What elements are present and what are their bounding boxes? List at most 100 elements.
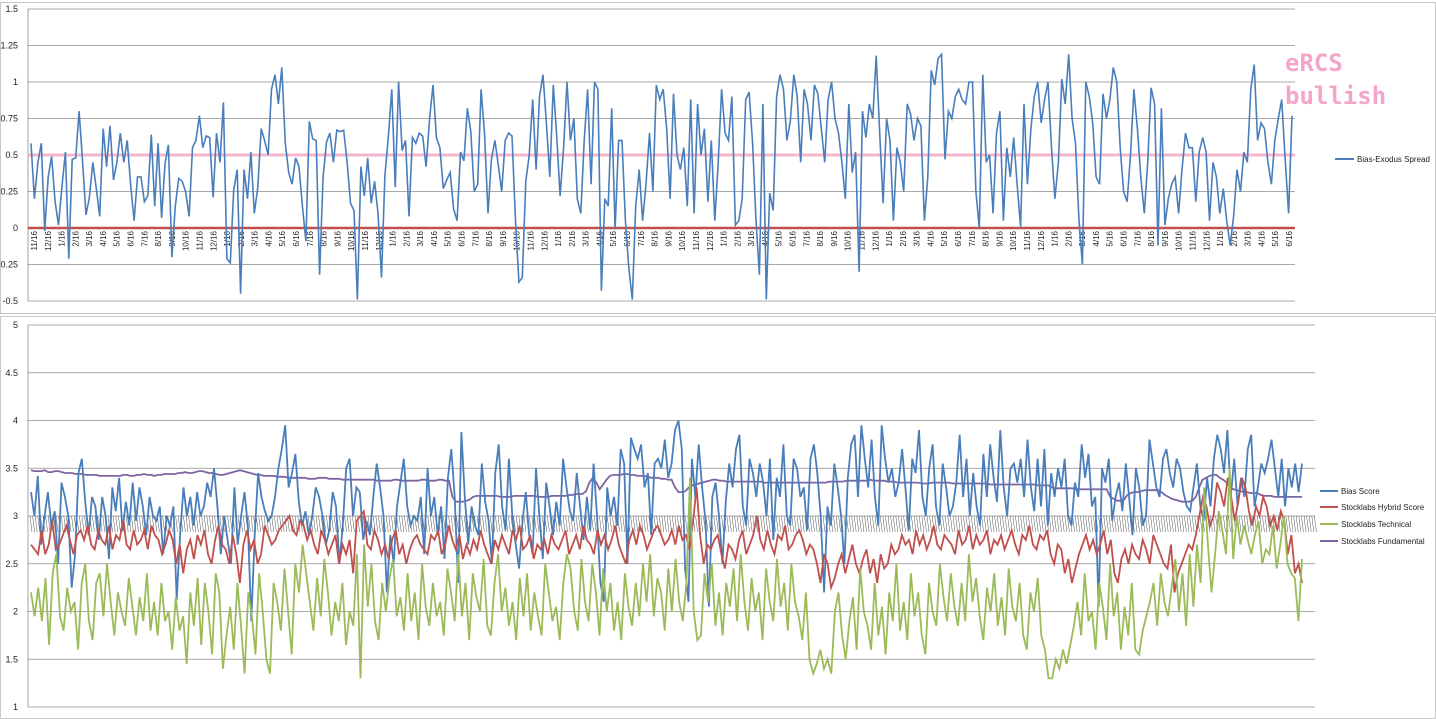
x-tick-mark <box>778 515 782 533</box>
x-tick-label: 10/16 <box>844 230 853 251</box>
x-tick-label: 12/16 <box>44 230 53 251</box>
x-tick-label: 6/16 <box>789 230 798 246</box>
x-tick-mark <box>1168 515 1172 533</box>
x-tick-mark <box>892 515 896 533</box>
x-tick-mark <box>1134 515 1138 533</box>
x-tick-mark <box>47 515 51 533</box>
x-tick-mark <box>55 515 59 533</box>
scores-chart: 1 1.5 2 2.5 3 3.5 4 4.5 5 Bias Score Stocklabs Hyb… <box>5 320 1424 712</box>
x-tick-mark <box>619 515 623 533</box>
x-tick-mark <box>765 515 769 533</box>
x-tick-label: 5/16 <box>1271 230 1280 246</box>
x-tick-mark <box>749 515 753 533</box>
x-tick-mark <box>219 515 223 533</box>
x-tick-label: 5/16 <box>775 230 784 246</box>
x-tick-mark <box>994 515 997 533</box>
x-tick-mark <box>482 515 485 533</box>
x-tick-mark <box>211 515 215 533</box>
x-tick-mark <box>463 515 467 533</box>
x-tick-mark <box>835 515 839 533</box>
x-tick-label: 7/16 <box>637 230 646 246</box>
x-tick-mark <box>151 515 155 533</box>
x-tick-mark <box>609 515 613 533</box>
x-tick-mark <box>916 515 919 533</box>
x-tick-mark <box>1150 515 1153 533</box>
x-tick-mark <box>570 515 574 533</box>
x-tick-mark <box>102 515 106 533</box>
x-tick-label: 2/16 <box>71 230 80 246</box>
x-tick-mark <box>68 515 72 533</box>
x-tick-mark <box>887 515 891 533</box>
x-tick-mark <box>1147 515 1151 533</box>
x-tick-mark <box>1108 515 1112 533</box>
x-tick-mark <box>1090 515 1094 533</box>
x-tick-mark <box>827 515 831 533</box>
x-tick-mark <box>898 515 901 533</box>
x-tick-mark <box>315 515 319 533</box>
x-tick-mark <box>528 515 532 533</box>
x-tick-mark <box>432 515 436 533</box>
x-tick-label: 12/16 <box>871 230 880 251</box>
x-tick-label: 6/16 <box>292 230 301 246</box>
x-tick-label: 1/16 <box>223 230 232 246</box>
x-tick-mark <box>1189 515 1192 533</box>
x-tick-label: 3/16 <box>251 230 260 246</box>
x-tick-mark <box>1303 515 1307 533</box>
x-tick-mark <box>1181 515 1185 533</box>
x-tick-mark <box>635 515 639 533</box>
x-tick-mark <box>1290 515 1294 533</box>
x-tick-label: 8/16 <box>651 230 660 246</box>
x-tick-label: 6/16 <box>1120 230 1129 246</box>
x-tick-mark <box>1085 515 1088 533</box>
x-tick-mark <box>924 515 927 533</box>
x-tick-mark <box>1106 515 1109 533</box>
x-tick-mark <box>991 515 995 533</box>
x-tick-label: 11/16 <box>30 230 39 250</box>
x-tick-mark <box>1007 515 1010 533</box>
x-tick-mark <box>1293 515 1296 533</box>
x-tick-mark <box>716 515 719 533</box>
x-tick-mark <box>125 515 129 533</box>
x-tick-label: 6/16 <box>127 230 136 246</box>
x-tick-mark <box>1087 515 1091 533</box>
x-tick-mark <box>323 515 327 533</box>
x-tick-mark <box>955 515 958 533</box>
x-tick-label: 10/16 <box>678 230 687 251</box>
x-tick-label: 1/16 <box>1051 230 1060 246</box>
x-tick-mark <box>274 515 277 533</box>
x-tick-mark <box>1004 515 1008 533</box>
x-tick-mark <box>427 515 431 533</box>
x-tick-label: 2/16 <box>1064 230 1073 246</box>
x-tick-mark <box>138 515 142 533</box>
x-tick-mark <box>203 515 207 533</box>
x-tick-mark <box>346 515 350 533</box>
x-tick-mark <box>1033 515 1036 533</box>
x-tick-mark <box>747 515 750 533</box>
x-tick-mark <box>791 515 795 533</box>
x-tick-mark <box>1082 515 1086 533</box>
top-chart-panel: -0.5 -0.25 0 0.25 0.5 0.75 1 1.25 1.5 11/16 12/16 1… <box>0 2 1436 314</box>
x-tick-mark <box>294 515 298 533</box>
x-tick-mark <box>1124 515 1127 533</box>
x-tick-mark <box>1249 515 1252 533</box>
x-tick-mark <box>859 515 862 533</box>
x-tick-mark <box>708 515 711 533</box>
x-tick-mark <box>209 515 212 533</box>
x-tick-label: 9/16 <box>995 230 1004 246</box>
y-tick-label: 1.25 <box>1 41 18 51</box>
x-tick-label: 1/16 <box>389 230 398 246</box>
x-tick-mark <box>817 515 821 533</box>
x-tick-mark <box>851 515 854 533</box>
x-tick-mark <box>739 515 743 533</box>
x-tick-mark <box>1038 515 1042 533</box>
x-tick-mark <box>1178 515 1182 533</box>
x-tick-label: 2/16 <box>899 230 908 246</box>
x-tick-mark <box>419 515 423 533</box>
x-tick-mark <box>255 515 259 533</box>
x-tick-mark <box>32 515 35 533</box>
x-tick-mark <box>196 515 199 533</box>
x-tick-label: 3/16 <box>416 230 425 246</box>
x-tick-mark <box>981 515 984 533</box>
x-tick-mark <box>1288 515 1291 533</box>
x-tick-mark <box>1311 515 1315 533</box>
